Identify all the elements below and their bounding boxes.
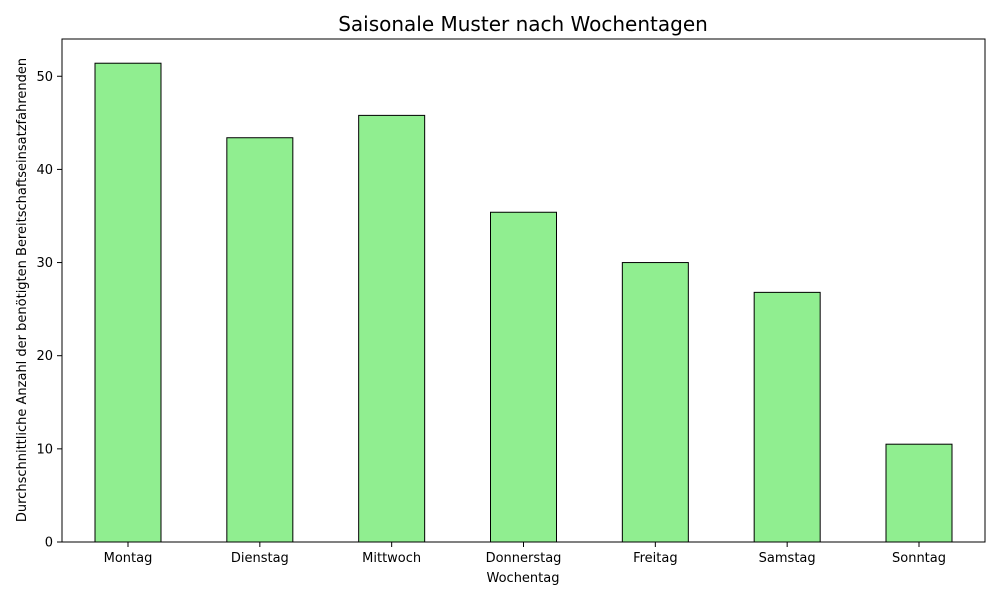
x-axis: Montag Dienstag Mittwoch Donnerstag Freitag S… (104, 542, 946, 566)
bar-montag (94, 62, 162, 543)
y-tick-label: 40 (36, 163, 53, 178)
y-tick-label: 0 (45, 536, 53, 551)
bar-dienstag (226, 137, 294, 543)
bar-mittwoch (358, 114, 426, 543)
x-tick-label: Dienstag (231, 551, 289, 566)
y-axis-label: Durchschnittliche Anzahl der benötigten … (15, 58, 30, 522)
x-tick-label: Donnerstag (486, 551, 562, 566)
chart-title: Saisonale Muster nach Wochentagen (338, 12, 708, 36)
x-tick-label: Samstag (759, 551, 816, 566)
x-tick-label: Sonntag (892, 551, 946, 566)
y-tick-label: 20 (36, 349, 53, 364)
bar-samstag (753, 291, 821, 543)
bar-donnerstag (490, 211, 557, 543)
x-tick-label: Mittwoch (362, 551, 421, 566)
bars-group (94, 62, 953, 543)
y-axis: 0 10 20 30 40 50 (36, 70, 62, 551)
x-axis-label: Wochentag (487, 571, 560, 586)
bar-sonntag (885, 443, 953, 543)
bar-freitag (621, 262, 689, 543)
x-tick-label: Montag (104, 551, 153, 566)
y-tick-label: 50 (36, 70, 53, 85)
y-tick-label: 10 (36, 442, 53, 457)
x-tick-label: Freitag (633, 551, 678, 566)
y-tick-label: 30 (36, 256, 53, 271)
